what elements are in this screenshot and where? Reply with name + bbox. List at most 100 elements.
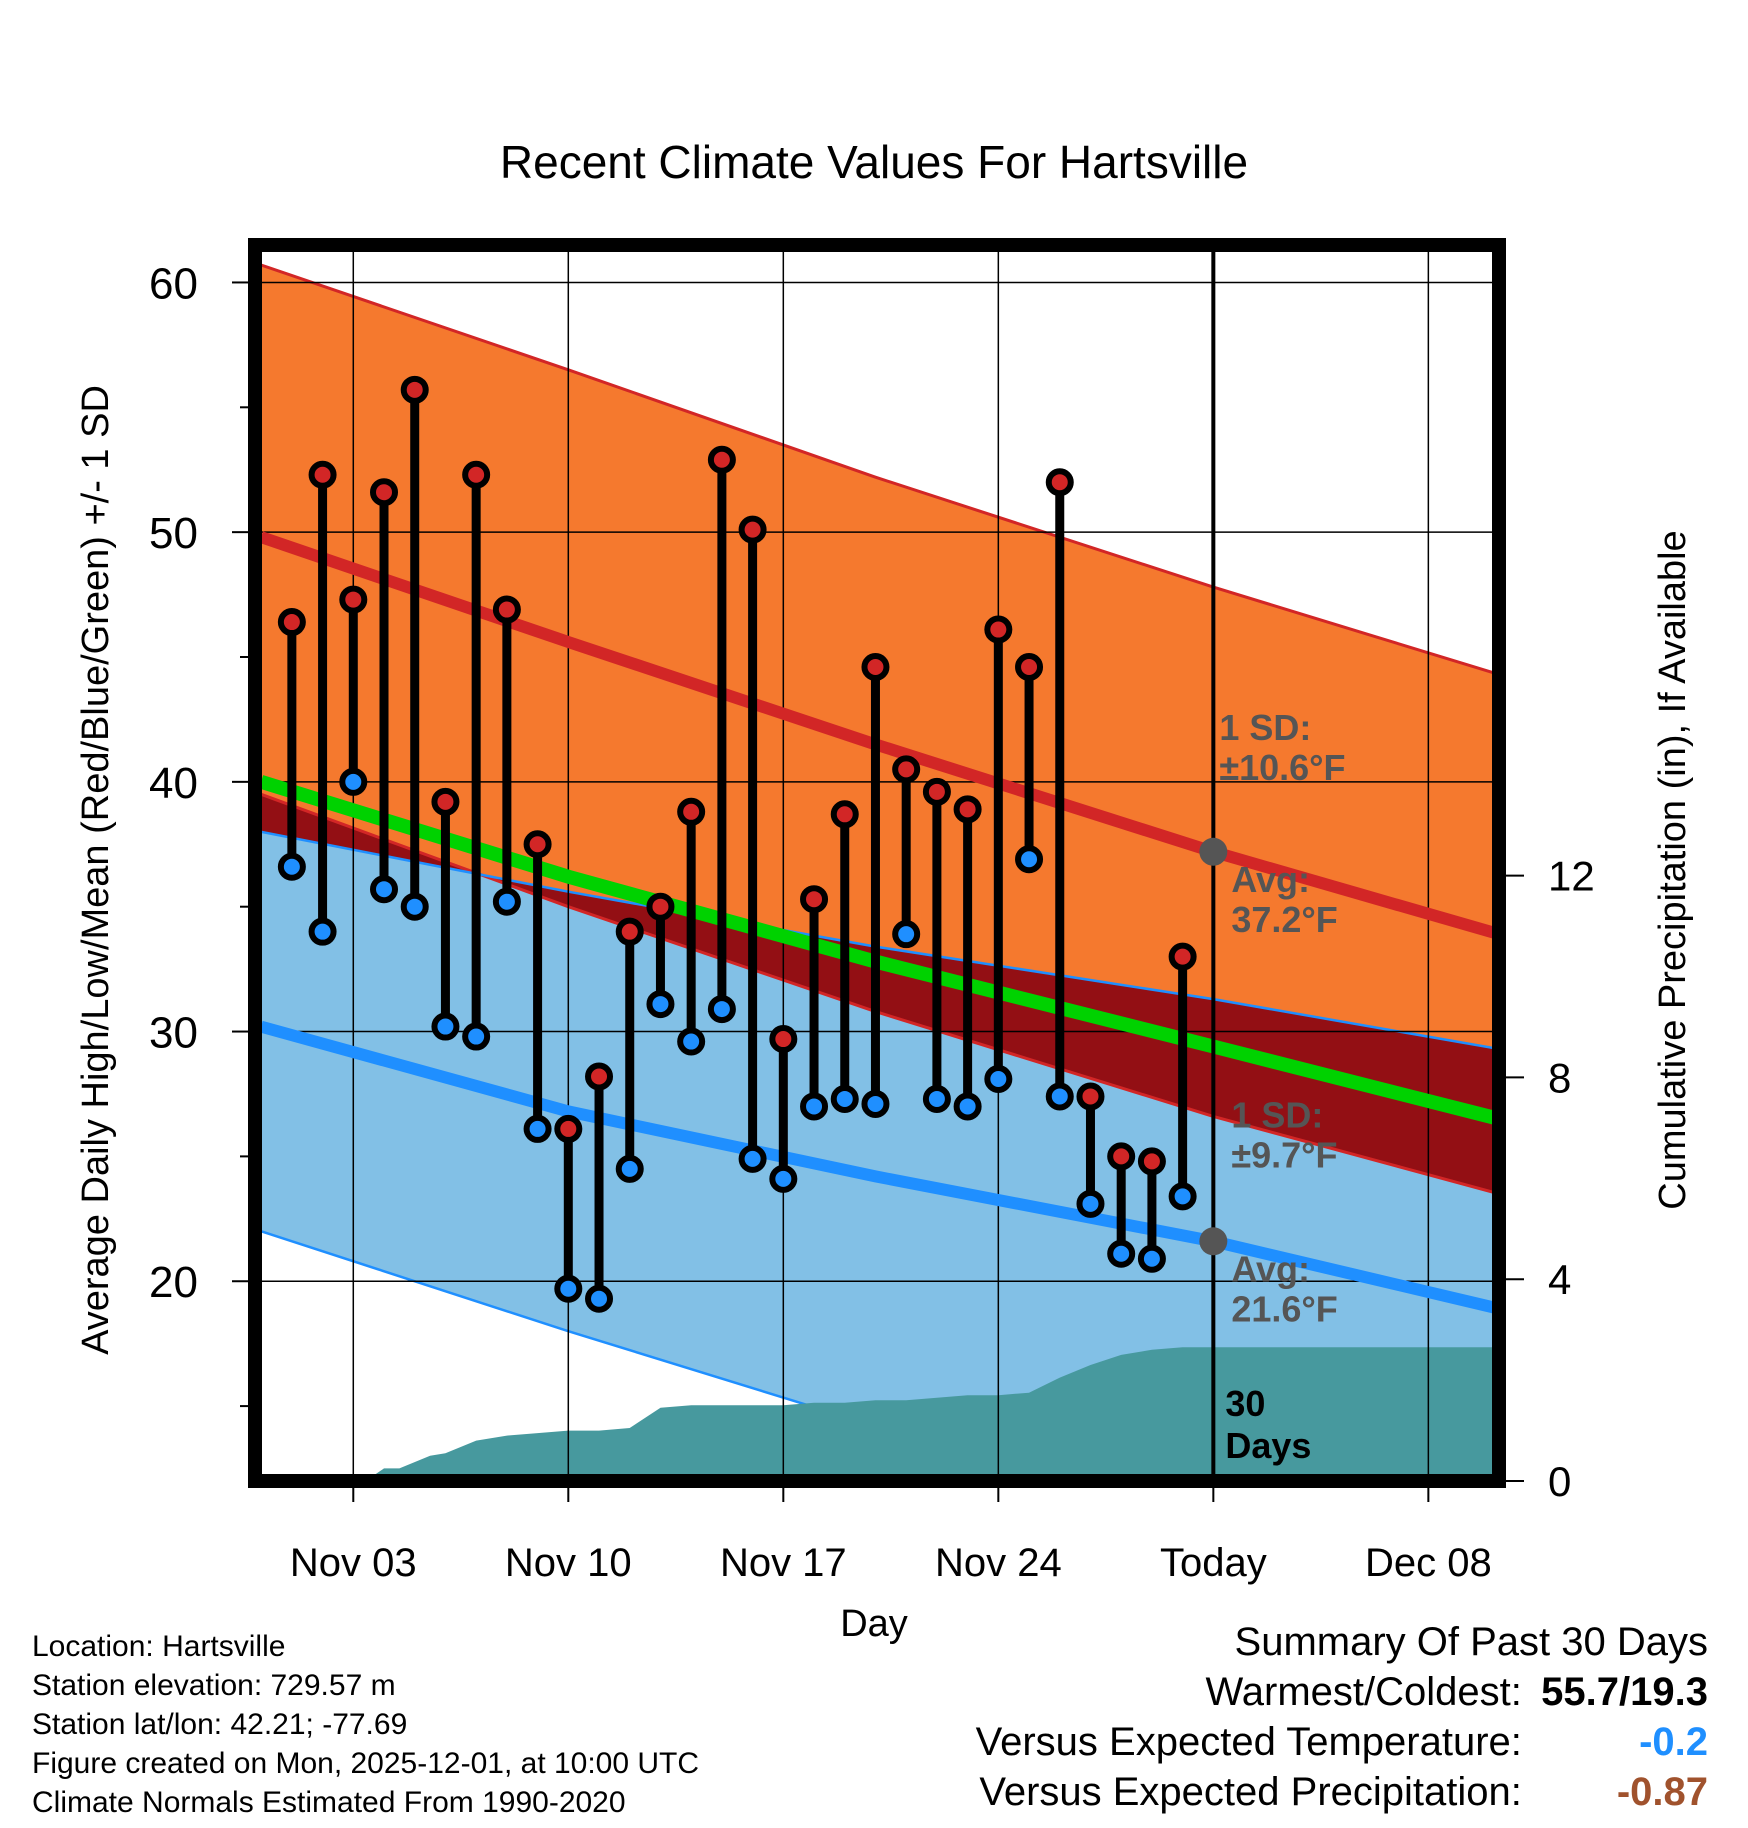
daily-high-point xyxy=(1137,1147,1166,1176)
daily-low-point xyxy=(1015,845,1044,874)
daily-high-point xyxy=(800,885,829,914)
daily-low-point xyxy=(646,990,675,1019)
high-avg-label: Avg: xyxy=(1231,859,1310,900)
daily-low-point xyxy=(1045,1082,1074,1111)
plot-frame xyxy=(248,238,1506,1488)
y-tick-label-left: 20 xyxy=(149,1258,198,1307)
summary-precip-label: Versus Expected Precipitation: xyxy=(979,1770,1522,1814)
daily-high-point xyxy=(738,515,767,544)
low-sd-band xyxy=(262,831,1492,1474)
daily-high-point xyxy=(615,917,644,946)
y-tick-label-left: 60 xyxy=(149,259,198,308)
daily-low-point xyxy=(738,1144,767,1173)
daily-high-point xyxy=(861,652,890,681)
daily-low-point xyxy=(431,1012,460,1041)
daily-low-point xyxy=(769,1164,798,1193)
daily-high-point xyxy=(830,800,859,829)
daily-low-point xyxy=(277,852,306,881)
daily-low-point xyxy=(462,1022,491,1051)
daily-high-point xyxy=(1015,652,1044,681)
daily-high-point xyxy=(707,445,736,474)
daily-high-point xyxy=(554,1114,583,1143)
daily-high-point xyxy=(492,595,521,624)
daily-high-point xyxy=(370,478,399,507)
daily-low-point xyxy=(554,1274,583,1303)
daily-low-point xyxy=(492,887,521,916)
summary-warmest-value: 55.7/19.3 xyxy=(1541,1670,1708,1714)
summary-warmest-label: Warmest/Coldest: xyxy=(1205,1670,1522,1714)
high-avg-value: 37.2°F xyxy=(1231,899,1337,940)
summary-precip: Versus Expected Precipitation: -0.87 xyxy=(979,1770,1708,1815)
daily-low-point xyxy=(922,1084,951,1113)
summary-precip-value: -0.87 xyxy=(1616,1770,1708,1814)
normal-low-line xyxy=(262,1020,1492,1314)
y-tick-label-right: 0 xyxy=(1548,1458,1571,1505)
daily-low-point xyxy=(677,1027,706,1056)
info-location: Location: Hartsville xyxy=(32,1630,286,1663)
daily-low-point xyxy=(953,1092,982,1121)
daily-high-point xyxy=(953,795,982,824)
low-sd-label: 1 SD: xyxy=(1231,1094,1323,1135)
y-tick-label-right: 12 xyxy=(1548,853,1595,900)
summary-warmest: Warmest/Coldest: 55.7/19.3 xyxy=(1206,1670,1709,1715)
high-upper-line xyxy=(262,263,1492,674)
high-sd-value: ±10.6°F xyxy=(1219,747,1345,788)
daily-high-point xyxy=(1168,942,1197,971)
daily-low-point xyxy=(400,892,429,921)
daily-low-point xyxy=(585,1284,614,1313)
daily-high-point xyxy=(1045,468,1074,497)
daily-high-point xyxy=(1107,1142,1136,1171)
period-days-label: Days xyxy=(1225,1425,1311,1466)
daily-high-point xyxy=(462,460,491,489)
summary-temp-value: -0.2 xyxy=(1639,1720,1708,1764)
daily-high-point xyxy=(984,615,1013,644)
y-tick-label-right: 4 xyxy=(1548,1256,1571,1303)
low-sd-value: ±9.7°F xyxy=(1231,1134,1337,1175)
daily-high-point xyxy=(922,777,951,806)
today-low-avg-marker xyxy=(1199,1227,1228,1256)
daily-low-point xyxy=(707,995,736,1024)
x-tick-label: Today xyxy=(1160,1541,1267,1585)
today-high-avg-marker xyxy=(1199,837,1228,866)
daily-low-point xyxy=(1168,1182,1197,1211)
daily-low-point xyxy=(615,1154,644,1183)
summary-title: Summary Of Past 30 Days xyxy=(1234,1620,1708,1664)
daily-high-point xyxy=(277,608,306,637)
info-latlon: Station lat/lon: 42.21; -77.69 xyxy=(32,1708,408,1741)
daily-high-point xyxy=(892,755,921,784)
daily-high-point xyxy=(1076,1082,1105,1111)
low-avg-label: Avg: xyxy=(1231,1248,1310,1289)
info-normals: Climate Normals Estimated From 1990-2020 xyxy=(32,1786,626,1819)
daily-low-point xyxy=(370,875,399,904)
chart-title: Recent Climate Values For Hartsville xyxy=(500,136,1248,188)
daily-high-point xyxy=(769,1025,798,1054)
daily-high-point xyxy=(677,797,706,826)
daily-low-point xyxy=(523,1114,552,1143)
daily-high-point xyxy=(339,585,368,614)
y-axis-label-right: Cumulative Precipitation (in), If Availa… xyxy=(1652,530,1694,1209)
x-tick-label: Dec 08 xyxy=(1365,1541,1492,1585)
y-tick-label-right: 8 xyxy=(1548,1054,1571,1101)
x-tick-label: Nov 17 xyxy=(720,1541,847,1585)
daily-low-point xyxy=(984,1064,1013,1093)
summary-temp: Versus Expected Temperature: -0.2 xyxy=(976,1720,1708,1765)
period-count-label: 30 xyxy=(1225,1383,1265,1424)
y-tick-label-left: 40 xyxy=(149,759,198,808)
daily-high-point xyxy=(585,1062,614,1091)
daily-low-point xyxy=(1107,1239,1136,1268)
daily-low-point xyxy=(308,917,337,946)
daily-low-point xyxy=(861,1089,890,1118)
high-sd-label: 1 SD: xyxy=(1219,707,1311,748)
daily-high-point xyxy=(523,830,552,859)
y-tick-label-left: 30 xyxy=(149,1009,198,1058)
daily-low-point xyxy=(800,1092,829,1121)
x-tick-label: Nov 10 xyxy=(505,1541,632,1585)
daily-high-point xyxy=(400,375,429,404)
x-tick-label: Nov 03 xyxy=(290,1541,417,1585)
daily-low-point xyxy=(892,920,921,949)
y-axis-label-left: Average Daily High/Low/Mean (Red/Blue/Gr… xyxy=(75,385,117,1355)
low-avg-value: 21.6°F xyxy=(1231,1288,1337,1329)
daily-low-point xyxy=(830,1084,859,1113)
y-tick-label-left: 50 xyxy=(149,509,198,558)
